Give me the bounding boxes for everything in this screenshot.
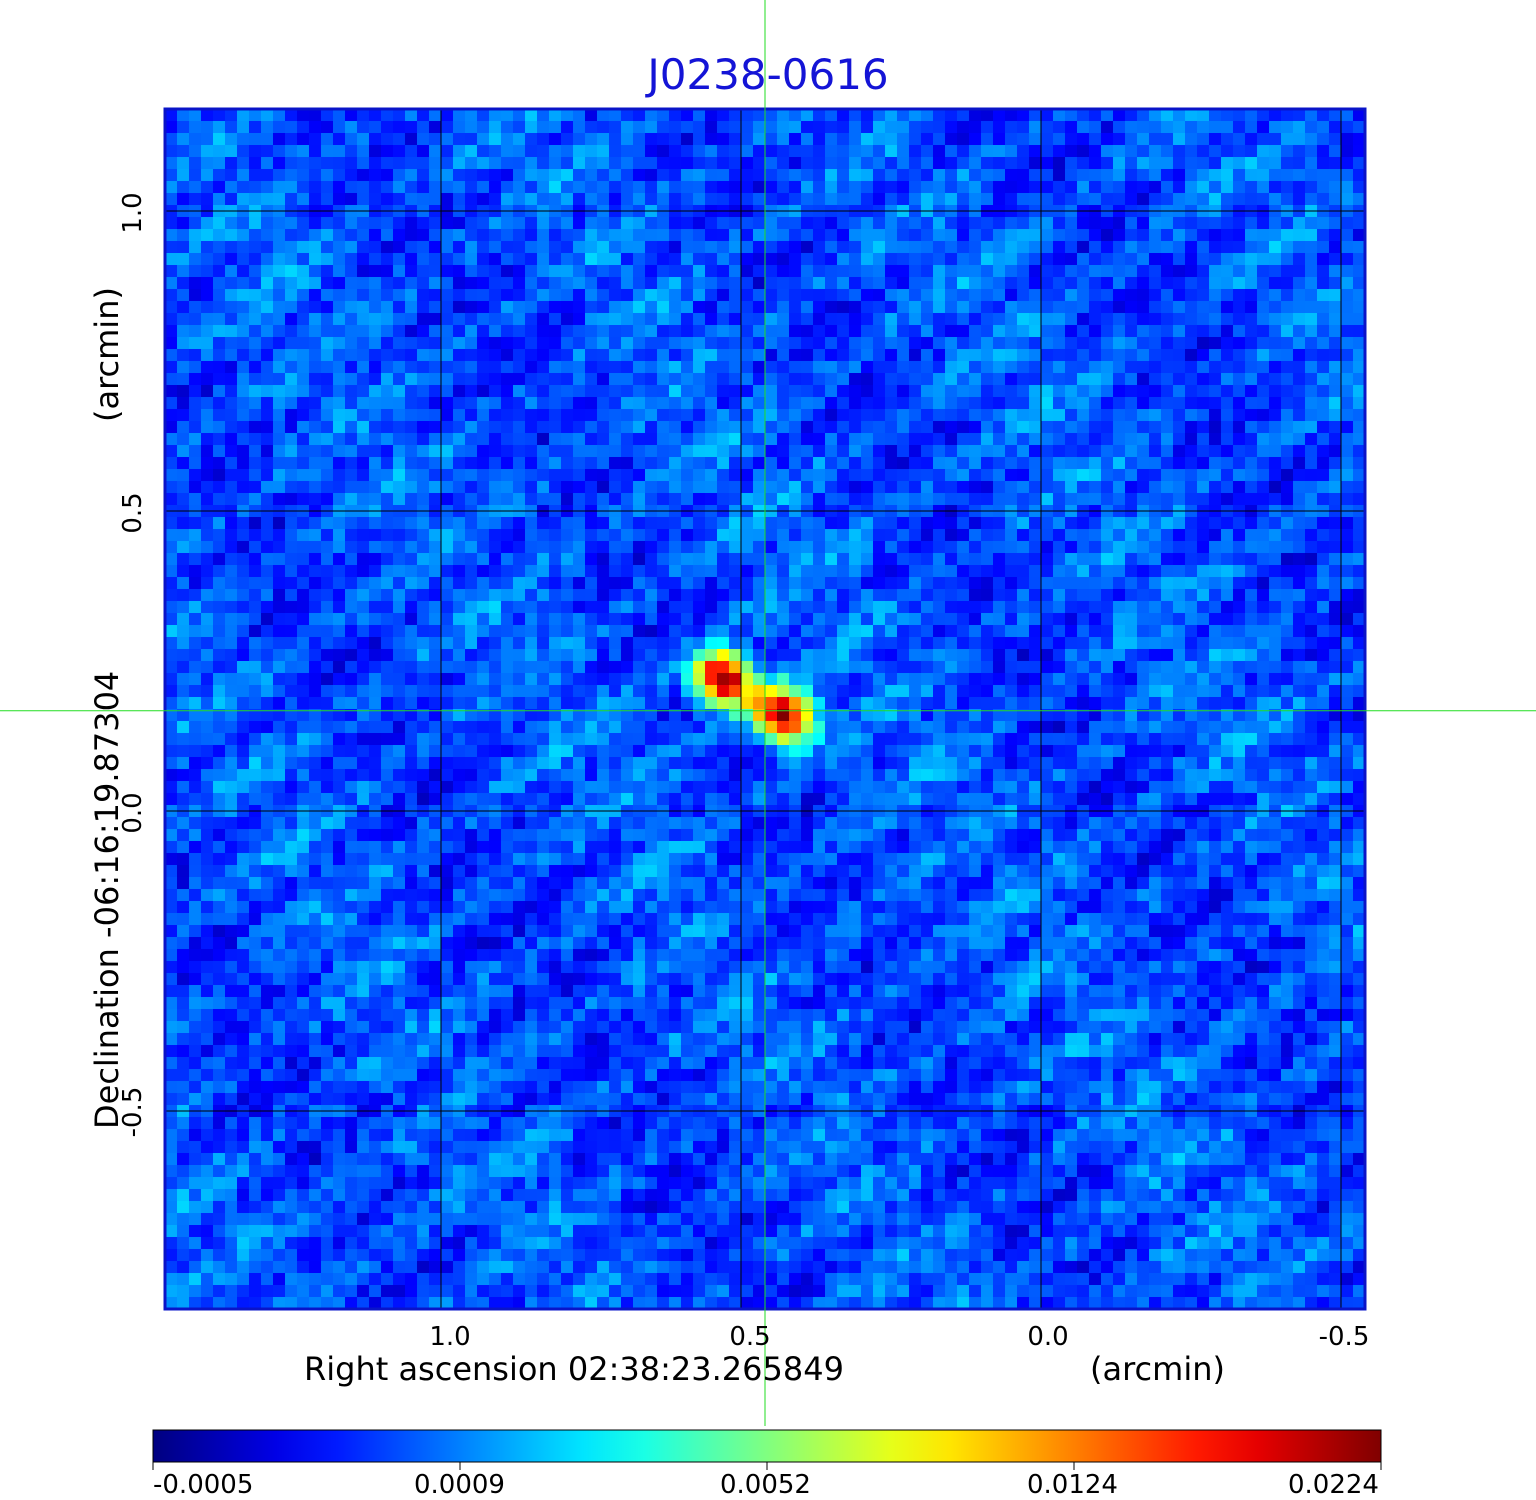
x-tick-label: 0.5 xyxy=(729,1322,771,1352)
y-axis-unit: (arcmin) xyxy=(88,287,126,422)
colorbar-tick-label: 0.0009 xyxy=(414,1470,505,1500)
x-tick-label: 1.0 xyxy=(429,1322,471,1352)
x-axis-label: Right ascension 02:38:23.265849 xyxy=(304,1350,844,1388)
colorbar-tick-label: 0.0124 xyxy=(1027,1470,1118,1500)
colorbar xyxy=(152,1429,1382,1463)
chart-title: J0238-0616 xyxy=(647,50,889,99)
y-tick-label: 1.0 xyxy=(118,192,148,234)
colorbar-tick-label: 0.0052 xyxy=(720,1470,811,1500)
y-tick-label: 0.5 xyxy=(118,492,148,534)
colorbar-tick-label: 0.0224 xyxy=(1288,1470,1379,1500)
x-axis-unit: (arcmin) xyxy=(1090,1350,1225,1388)
y-axis-label: Declination -06:16:19.87304 xyxy=(88,670,126,1129)
colorbar-tick-label: -0.0005 xyxy=(153,1470,254,1500)
x-tick-label: 0.0 xyxy=(1027,1322,1069,1352)
x-tick-label: -0.5 xyxy=(1318,1322,1370,1352)
